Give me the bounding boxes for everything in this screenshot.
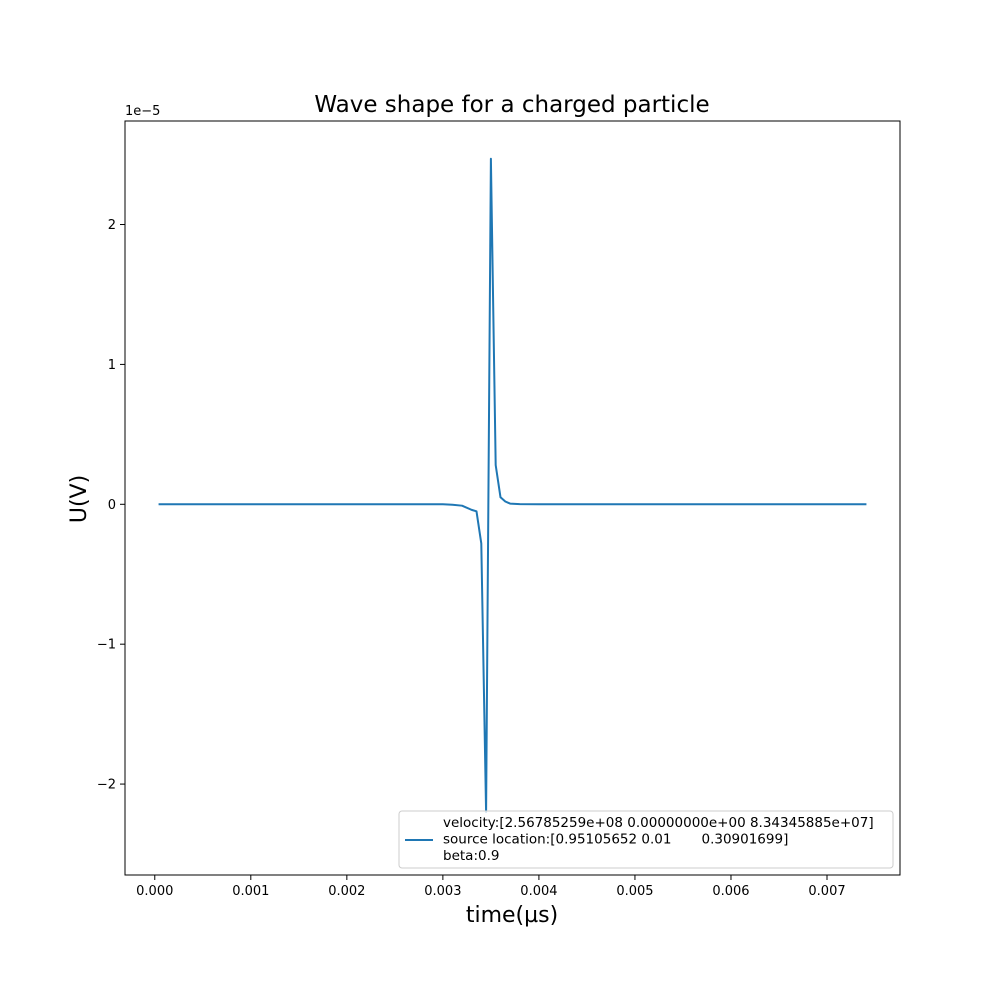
plot-area: 0.000 0.001 0.002 0.003 0.004 0.005 0.006 0.007… [97,120,901,899]
y-tick-label: 0 [108,498,116,513]
y-tick-label: −2 [97,778,116,793]
x-tick-label: 0.006 [712,884,749,899]
legend-entry-line: velocity:[2.56785259e+08 0.00000000e+00 … [443,815,874,831]
x-tick-label: 0.001 [232,884,269,899]
y-tick-label: −1 [97,638,116,653]
y-offset-text: 1e−5 [125,104,160,119]
x-tick-label: 0.003 [424,884,461,899]
legend-box [398,810,894,869]
x-axis-label: time(µs) [466,903,558,928]
legend-entry-line: source location:[0.95105652 0.01 0.30901… [443,832,788,848]
x-tick-label: 0.004 [520,884,557,899]
x-tick-label: 0.000 [136,884,173,899]
y-tick-label: 1 [108,358,116,373]
chart-title: Wave shape for a charged particle [314,92,709,118]
x-tick-label: 0.002 [328,884,365,899]
series-line-0 [158,157,867,814]
y-axis-label: U(V) [67,475,92,523]
y-tick-label: 2 [108,218,116,233]
x-tick-label: 0.007 [808,884,845,899]
x-tick-label: 0.005 [616,884,653,899]
legend-entry-line: beta:0.9 [443,848,499,864]
legend: velocity:[2.56785259e+08 0.00000000e+00 … [398,810,894,869]
axes-frame [124,120,901,876]
